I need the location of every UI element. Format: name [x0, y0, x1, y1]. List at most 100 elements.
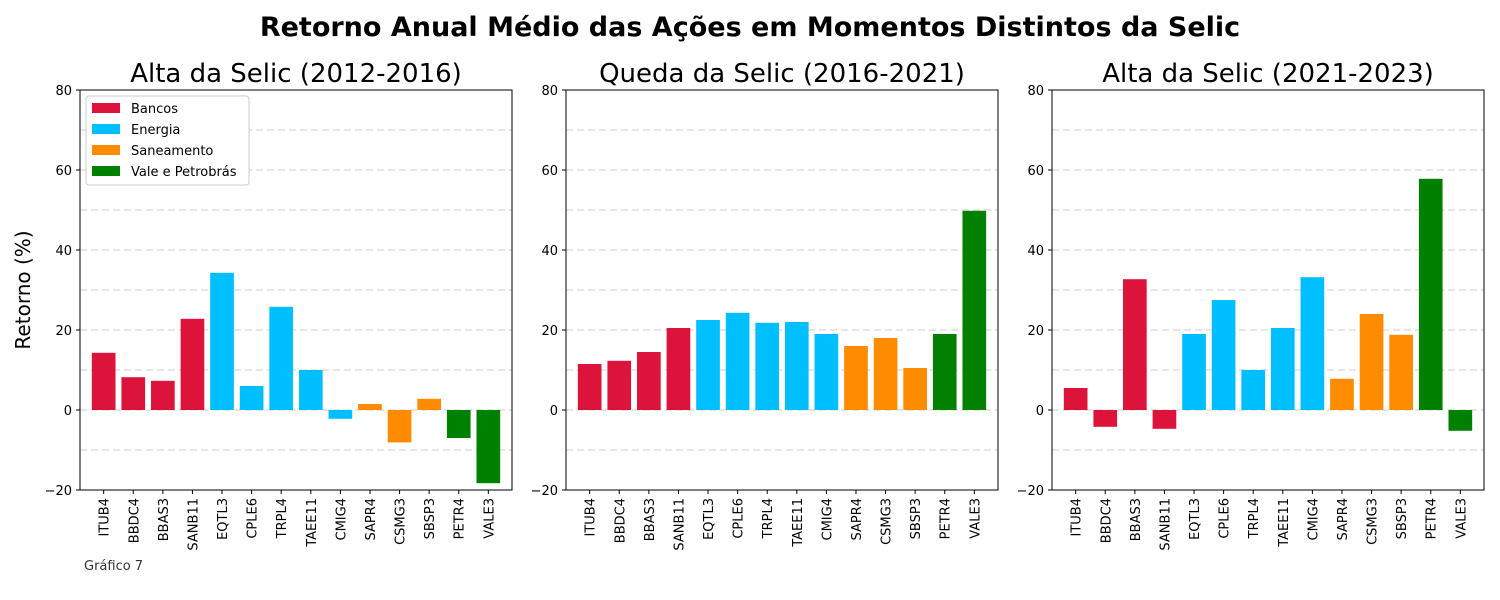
- bar-itub4: [1063, 388, 1088, 410]
- x-tick-label: BBDC4: [127, 498, 142, 543]
- bar-taee11: [298, 370, 323, 410]
- x-tick-label: VALE3: [482, 498, 497, 539]
- y-tick-label: 0: [64, 404, 72, 419]
- legend-swatch: [92, 124, 120, 134]
- bar-sanb11: [666, 328, 691, 410]
- bar-sapr4: [358, 404, 382, 410]
- bar-vale3: [1448, 410, 1473, 431]
- x-tick-label: SANB11: [1158, 498, 1173, 551]
- x-tick-label: BBAS3: [643, 498, 658, 541]
- y-tick-label: 80: [55, 84, 72, 99]
- legend-swatch: [92, 103, 120, 113]
- bar-itub4: [91, 352, 116, 410]
- x-tick-label: ITUB4: [584, 498, 599, 536]
- bar-csmg3: [387, 410, 412, 443]
- x-tick-label: VALE3: [1454, 498, 1469, 539]
- y-tick-label: 0: [1036, 404, 1044, 419]
- x-tick-label: SBSP3: [1395, 498, 1410, 539]
- x-tick-label: TAEE11: [305, 498, 320, 548]
- y-tick-label: 60: [541, 164, 558, 179]
- bar-bbas3: [1123, 279, 1147, 410]
- x-tick-label: PETR4: [939, 498, 954, 539]
- chart-panel-2: ITUB4 BBDC4 BBAS3 SANB11 EQTL3 CPLE6 TRPL4 TAEE…: [531, 59, 999, 551]
- chart-title: Queda da Selic (2016-2021): [599, 59, 965, 89]
- y-tick-label: −20: [45, 484, 72, 499]
- x-tick-label: CSMG3: [394, 498, 409, 545]
- y-axis-label: Retorno (%): [11, 230, 35, 349]
- bar-trpl4: [1241, 370, 1266, 410]
- x-tick-label: CMIG4: [820, 498, 835, 540]
- x-tick-label: SAPR4: [364, 498, 379, 541]
- legend-swatch: [92, 166, 120, 176]
- x-tick-label: SANB11: [186, 498, 201, 551]
- x-tick-label: ITUB4: [98, 498, 113, 536]
- bar-taee11: [1270, 328, 1295, 410]
- chart-panel-3: ITUB4 BBDC4 BBAS3 SANB11 EQTL3 CPLE6 TRPL4 TAEE…: [1017, 59, 1485, 551]
- x-tick-label: BBAS3: [1129, 498, 1144, 541]
- bar-petr4: [932, 334, 957, 410]
- bar-trpl4: [269, 306, 294, 410]
- bar-cmig4: [328, 410, 353, 419]
- plot-frame: [79, 89, 513, 491]
- x-tick-label: EQTL3: [702, 498, 717, 540]
- x-tick-label: BBDC4: [1099, 498, 1114, 543]
- x-tick-label: SANB11: [672, 498, 687, 551]
- x-tick-label: CMIG4: [334, 498, 349, 540]
- y-tick-label: 60: [55, 164, 72, 179]
- x-tick-label: BBDC4: [613, 498, 628, 543]
- x-tick-label: BBAS3: [157, 498, 172, 541]
- bar-vale3: [476, 410, 501, 484]
- y-tick-label: 80: [541, 84, 558, 99]
- bar-cmig4: [814, 334, 839, 410]
- x-tick-label: SBSP3: [423, 498, 438, 539]
- bar-cple6: [239, 386, 264, 410]
- y-tick-label: 20: [1027, 324, 1044, 339]
- x-tick-label: SAPR4: [1336, 498, 1351, 541]
- y-tick-label: 40: [1027, 244, 1044, 259]
- x-tick-label: EQTL3: [216, 498, 231, 540]
- bar-sbsp3: [417, 398, 441, 410]
- bar-sanb11: [180, 318, 205, 410]
- y-tick-label: 20: [541, 324, 558, 339]
- bar-cmig4: [1300, 277, 1325, 410]
- y-tick-label: 20: [55, 324, 72, 339]
- bar-bbas3: [637, 352, 661, 410]
- x-tick-label: TRPL4: [1247, 498, 1262, 539]
- x-tick-label: CPLE6: [732, 498, 747, 539]
- x-tick-label: CPLE6: [246, 498, 261, 539]
- x-tick-label: PETR4: [1425, 498, 1440, 539]
- figure-title: Retorno Anual Médio das Ações em Momento…: [260, 12, 1240, 43]
- chart-title: Alta da Selic (2021-2023): [1102, 59, 1434, 89]
- bar-cple6: [725, 312, 750, 410]
- x-tick-label: CPLE6: [1218, 498, 1233, 539]
- bar-sapr4: [1330, 378, 1354, 410]
- bar-bbdc4: [1093, 410, 1118, 427]
- legend-label: Vale e Petrobrás: [131, 165, 237, 180]
- bar-sanb11: [1152, 410, 1177, 429]
- bar-csmg3: [1359, 314, 1384, 410]
- x-tick-label: ITUB4: [1070, 498, 1085, 536]
- y-tick-label: 40: [55, 244, 72, 259]
- figure-caption: Gráfico 7: [84, 559, 143, 574]
- x-tick-label: CSMG3: [1366, 498, 1381, 545]
- bar-taee11: [784, 322, 809, 410]
- x-tick-label: CSMG3: [880, 498, 895, 545]
- bar-petr4: [446, 410, 471, 438]
- legend-box: [85, 95, 250, 186]
- bar-sapr4: [844, 346, 868, 410]
- x-tick-label: TRPL4: [761, 498, 776, 539]
- x-tick-label: CMIG4: [1306, 498, 1321, 540]
- bar-eqtl3: [210, 272, 234, 410]
- bar-sbsp3: [903, 368, 927, 410]
- legend-swatch: [92, 145, 120, 155]
- bar-csmg3: [873, 338, 898, 410]
- x-tick-label: VALE3: [968, 498, 983, 539]
- legend-label: Bancos: [131, 102, 178, 117]
- bar-vale3: [962, 210, 987, 410]
- bar-itub4: [577, 364, 602, 410]
- y-tick-label: 0: [550, 404, 558, 419]
- chart-panel-1: ITUB4 BBDC4 BBAS3 SANB11 EQTL3 CPLE6 TRPL4 TAEE…: [45, 59, 513, 551]
- x-tick-label: TAEE11: [1277, 498, 1292, 548]
- y-tick-label: −20: [531, 484, 558, 499]
